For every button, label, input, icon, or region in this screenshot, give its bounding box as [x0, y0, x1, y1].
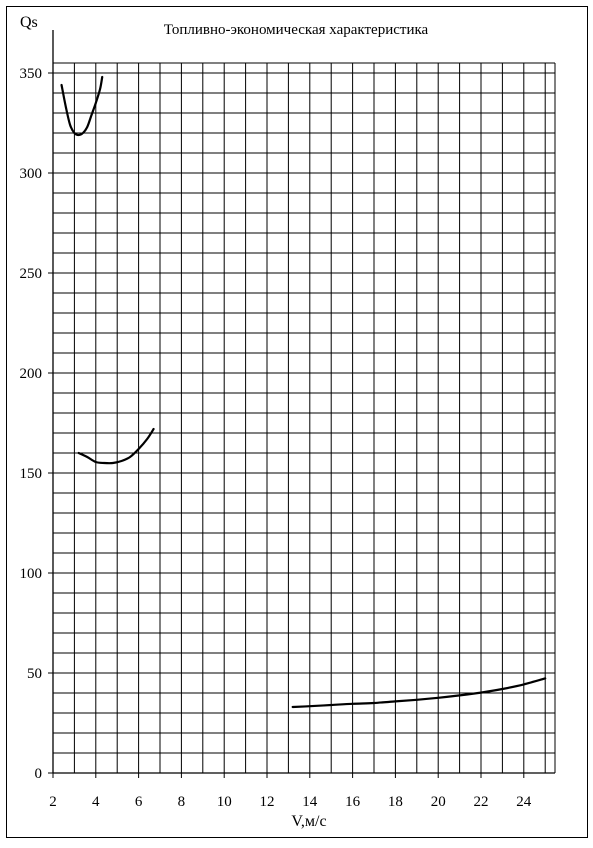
outer-frame [6, 6, 588, 838]
series-line-1 [60, 75, 104, 137]
x-tick-label: 8 [178, 794, 186, 810]
grid [53, 62, 556, 773]
x-tick-label: 2 [49, 794, 57, 810]
chart-title: Топливно-экономическая характеристика [164, 22, 429, 38]
x-tick-label: 6 [135, 794, 143, 810]
y-tick-label: 100 [20, 566, 43, 582]
axes: 2 4 6 8 10 12 14 16 18 20 22 2405010015020025030035… [20, 30, 555, 810]
x-tick-label: 24 [516, 794, 532, 810]
x-tick-label: 10 [217, 794, 232, 810]
y-tick-label: 50 [27, 666, 42, 682]
series [60, 75, 547, 709]
x-axis-label: V,м/с [291, 813, 326, 830]
labels: Топливно-экономическая характеристика Qs… [20, 14, 429, 830]
y-tick-label: 200 [20, 366, 43, 382]
x-tick-label: 18 [388, 794, 403, 810]
y-tick-label: 300 [20, 166, 43, 182]
x-tick-label: 4 [92, 794, 100, 810]
y-tick-label: 250 [20, 266, 43, 282]
y-tick-label: 150 [20, 466, 43, 482]
x-tick-label: 14 [302, 794, 318, 810]
x-tick-label: 22 [474, 794, 489, 810]
y-tick-label: 350 [20, 66, 43, 82]
y-axis-label: Qs [20, 14, 38, 31]
x-tick-label: 12 [260, 794, 275, 810]
x-tick-label: 20 [431, 794, 446, 810]
x-tick-label: 16 [345, 794, 361, 810]
y-tick-label: 0 [35, 766, 43, 782]
series-line-3 [291, 677, 547, 709]
series-line-2 [77, 427, 155, 465]
